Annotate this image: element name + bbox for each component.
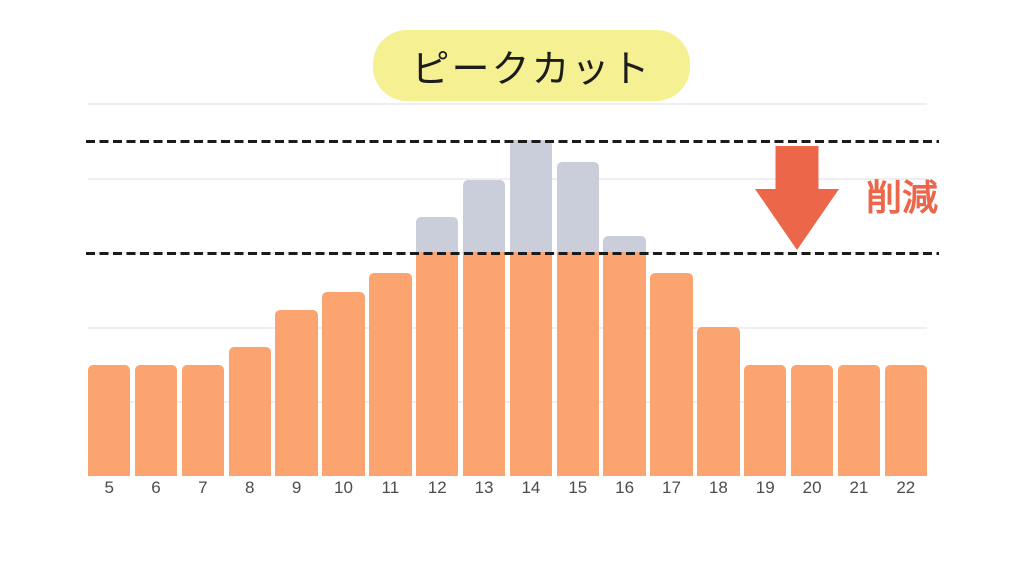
x-label-8: 8 <box>245 478 255 497</box>
bar-cut-14 <box>509 140 553 253</box>
bar-after-10 <box>322 291 365 476</box>
chart-title: ピークカット <box>411 49 652 91</box>
bar-slot-6 <box>134 0 178 476</box>
bar-after-5 <box>88 364 131 476</box>
bar-after-16 <box>603 252 646 476</box>
gridline-1 <box>88 401 927 404</box>
x-label-9: 9 <box>291 478 302 497</box>
bar-slot-11 <box>369 0 412 476</box>
down-arrow-icon <box>755 146 839 250</box>
x-label-18: 18 <box>708 478 728 497</box>
bar-slot-16 <box>603 0 646 476</box>
reduction-label: 削減 <box>866 177 939 218</box>
bar-slot-7 <box>181 0 225 476</box>
bar-slot-10 <box>322 0 365 476</box>
x-label-10: 10 <box>334 478 353 497</box>
bar-slot-9 <box>275 0 318 476</box>
bar-after-18 <box>697 326 740 476</box>
bar-series-group <box>88 0 927 476</box>
bar-after-6 <box>134 364 178 476</box>
bar-slot-14 <box>509 0 553 476</box>
gridline-2 <box>88 326 927 329</box>
bar-slot-12 <box>416 0 459 476</box>
x-label-19: 19 <box>755 478 775 497</box>
bar-slot-18 <box>697 0 740 476</box>
bar-slot-15 <box>556 0 599 476</box>
bar-cut-12 <box>416 217 459 253</box>
bar-cut-15 <box>556 161 599 253</box>
gridline-5 <box>88 103 927 105</box>
bar-after-15 <box>556 252 599 476</box>
bar-slot-20 <box>790 0 834 476</box>
x-label-22: 22 <box>896 478 916 497</box>
x-label-17: 17 <box>662 478 681 497</box>
bar-after-19 <box>744 364 787 476</box>
bar-cut-13 <box>462 179 506 253</box>
bar-slot-13 <box>462 0 506 476</box>
bar-after-21 <box>837 364 881 476</box>
x-label-13: 13 <box>474 478 494 497</box>
bar-after-22 <box>884 364 927 476</box>
bar-after-8 <box>228 346 271 476</box>
bar-cut-16 <box>603 235 646 253</box>
x-label-6: 6 <box>151 478 161 497</box>
x-label-7: 7 <box>198 478 208 497</box>
refline-peak-cut-level <box>86 252 939 256</box>
bar-after-17 <box>650 273 693 476</box>
x-label-20: 20 <box>802 478 822 497</box>
bar-after-11 <box>369 273 412 476</box>
x-label-15: 15 <box>568 478 588 497</box>
title-badge: ピークカット <box>373 30 690 101</box>
x-label-14: 14 <box>521 478 541 497</box>
bar-after-14 <box>509 252 553 476</box>
bar-slot-19 <box>744 0 787 476</box>
bar-after-7 <box>181 364 225 476</box>
refline-original-peak-level <box>86 140 939 144</box>
bar-slot-21 <box>837 0 881 476</box>
bar-slot-5 <box>88 0 131 476</box>
x-label-16: 16 <box>615 478 635 497</box>
x-label-5: 5 <box>104 478 114 497</box>
bar-slot-8 <box>228 0 271 476</box>
x-label-21: 21 <box>849 478 869 497</box>
x-label-11: 11 <box>381 478 400 497</box>
x-label-12: 12 <box>427 478 447 497</box>
bar-slot-22 <box>884 0 927 476</box>
bar-after-20 <box>790 364 834 476</box>
bar-slot-17 <box>650 0 693 476</box>
bar-after-13 <box>462 252 506 476</box>
x-axis-labels: 5 6 7 8 9 10 11 12 13 14 15 16 17 18 19 20 21 22 <box>88 478 927 498</box>
gridline-4 <box>88 177 927 180</box>
bar-after-9 <box>275 309 318 476</box>
bar-after-12 <box>416 252 459 476</box>
